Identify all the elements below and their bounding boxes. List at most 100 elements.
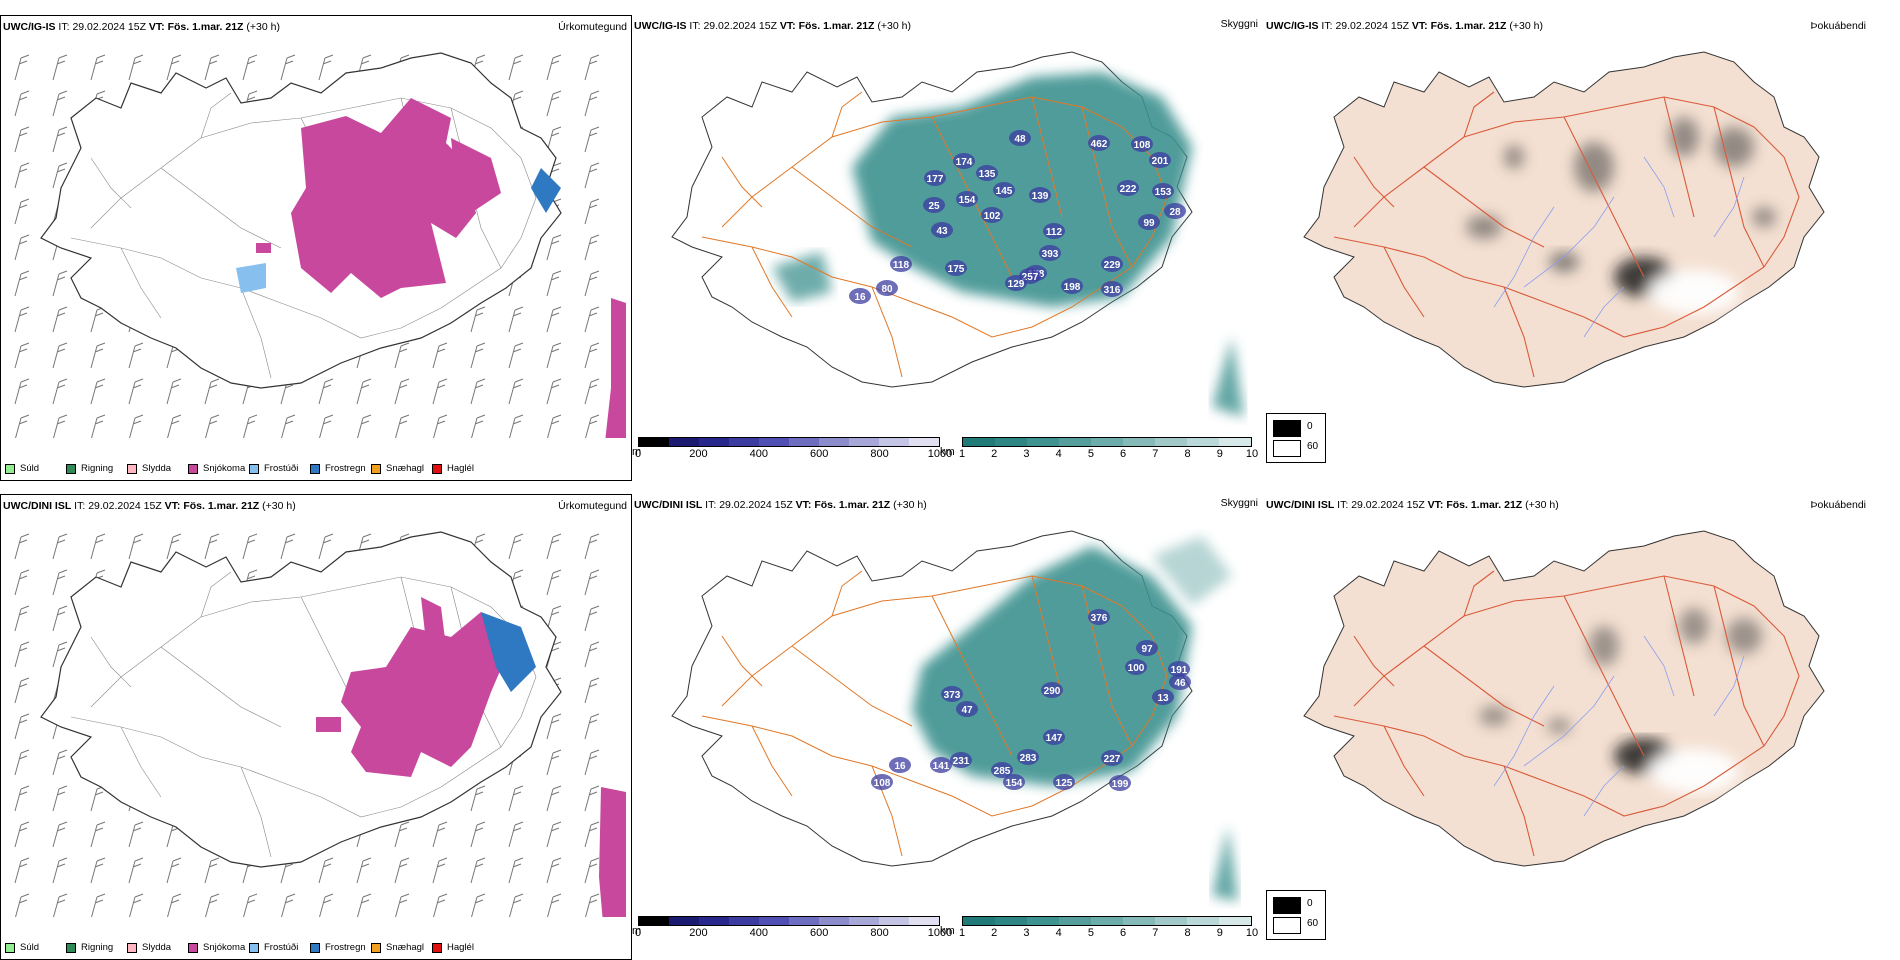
- cloud-base-label: 97: [1141, 644, 1153, 655]
- fog-legend-swatch-1: [1273, 440, 1301, 457]
- colorbar-tick: 1: [958, 927, 966, 939]
- colorbar-cell: [759, 917, 789, 925]
- colorbar-cell: [729, 438, 759, 446]
- cloud-base-blob: [1152, 183, 1174, 199]
- precip-legend-item: Snjókoma: [188, 463, 249, 474]
- cloud-base-blob: [1053, 774, 1075, 790]
- colorbar-cell: [789, 917, 819, 925]
- m-ticks: 0 200 400 600 800 1000: [635, 447, 952, 461]
- panel-title: Skyggni: [1220, 18, 1258, 30]
- legend-swatch: [249, 463, 259, 474]
- cloud-base-label: 145: [996, 186, 1013, 197]
- colorbar-cell: [909, 438, 939, 446]
- cloud-base-blob: [1168, 661, 1190, 677]
- legend-swatch: [127, 942, 137, 953]
- colorbar-tick: 10: [1245, 448, 1259, 460]
- cloud-base-label: 16: [894, 761, 906, 772]
- cloud-base-blob: [976, 165, 998, 181]
- cloud-base-blob: [876, 280, 898, 296]
- colorbar-cell: [639, 438, 669, 446]
- panel-title: Úrkomutegund: [558, 500, 627, 512]
- m-bar: [638, 437, 940, 447]
- cloud-base-label: 393: [1042, 249, 1059, 260]
- cloud-base-blob: [1043, 729, 1065, 745]
- precip-legend-item: Súld: [5, 942, 66, 953]
- colorbar-tick: 2: [991, 448, 998, 460]
- colorbar-tick: 6: [1120, 927, 1127, 939]
- cloud-base-label: 154: [959, 195, 976, 206]
- colorbar-cell: [1091, 438, 1123, 446]
- cloud-base-label: 16: [854, 292, 866, 303]
- cloud-base-blob: [1061, 278, 1083, 294]
- km-bar: [962, 437, 1252, 447]
- panel-header: UWC/IG-IS IT: 29.02.2024 15Z VT: Fös. 1.…: [3, 21, 280, 33]
- cloud-panel-bottom: UWC/DINI ISL IT: 29.02.2024 15Z VT: Fös.…: [632, 494, 1326, 960]
- cloud-base-blob: [1109, 775, 1131, 791]
- cloud-base-blob: [953, 153, 975, 169]
- cloud-base-blob: [1138, 214, 1160, 230]
- cloud-base-label: 257: [1022, 272, 1039, 283]
- legend-swatch: [5, 463, 15, 474]
- cloud-base-blob: [993, 182, 1015, 198]
- colorbar-cell: [849, 917, 879, 925]
- colorbar-cell: [909, 917, 939, 925]
- cloud-base-label: 201: [1152, 156, 1169, 167]
- colorbar-cell: [819, 917, 849, 925]
- colorbar-tick: 1000: [927, 448, 953, 460]
- colorbar-cell: [1059, 917, 1091, 925]
- colorbar-tick: 200: [689, 927, 708, 939]
- cloud-base-label: 141: [933, 761, 950, 772]
- precip-legend-item: Frostregn: [310, 942, 371, 953]
- cloud-base-label: 376: [1091, 613, 1108, 624]
- cloud-base-blob: [1088, 609, 1110, 625]
- colorbar-tick: 1: [958, 448, 966, 460]
- colorbar-cell: [1123, 917, 1155, 925]
- altitude-colorbar: 0 200 400 600 800 1000: [635, 437, 952, 461]
- legend-swatch: [310, 463, 320, 474]
- legend-label: Rigning: [81, 463, 114, 474]
- precip-legend-item: Rigning: [66, 463, 127, 474]
- cloud-base-label: 373: [944, 690, 961, 701]
- colorbar-tick: 0: [634, 927, 642, 939]
- cloud-base-blob: [931, 222, 953, 238]
- fog-legend: 0 60: [1266, 413, 1326, 463]
- panel-header: UWC/IG-IS IT: 29.02.2024 15Z VT: Fös. 1.…: [634, 20, 911, 32]
- visibility-colorbar: 1 2 3 4 5 6 7 8 9 10: [958, 437, 1258, 461]
- colorbar-tick: 600: [810, 927, 829, 939]
- precip-map: [14, 531, 626, 917]
- colorbar-cell: [1155, 438, 1187, 446]
- colorbar-cell: [963, 917, 995, 925]
- cloud-base-label: 175: [948, 264, 965, 275]
- fog-panel-top: UWC/IG-IS IT: 29.02.2024 15Z VT: Fös. 1.…: [1264, 15, 1896, 481]
- legend-label: Snjókoma: [203, 942, 246, 953]
- precip-map: [14, 52, 626, 438]
- colorbar-cell: [849, 438, 879, 446]
- cloud-base-label: 99: [1143, 218, 1155, 229]
- cloud-base-label: 199: [1112, 779, 1129, 790]
- legend-label: Snæhagl: [386, 463, 425, 474]
- cloud-base-label: 283: [1020, 753, 1037, 764]
- cloud-base-blob: [1017, 749, 1039, 765]
- visibility-colorbar: 1 2 3 4 5 6 7 8 9 10: [958, 916, 1258, 940]
- cloud-base-label: 198: [1064, 282, 1081, 293]
- cloud-base-label: 316: [1104, 285, 1121, 296]
- panel-header: UWC/DINI ISL IT: 29.02.2024 15Z VT: Fös.…: [634, 499, 927, 511]
- cloud-base-label: 108: [1134, 140, 1151, 151]
- panel-header: UWC/DINI ISL IT: 29.02.2024 15Z VT: Fös.…: [3, 500, 296, 512]
- cloud-base-blob: [1101, 281, 1123, 297]
- cloud-base-blob: [981, 207, 1003, 223]
- cloud-base-blob: [1009, 130, 1031, 146]
- cloud-base-blob: [923, 197, 945, 213]
- colorbar-cell: [699, 438, 729, 446]
- cloud-base-blob: [1136, 640, 1158, 656]
- colorbar-cell: [879, 917, 909, 925]
- colorbar-tick: 7: [1152, 927, 1159, 939]
- km-unit: km: [940, 446, 955, 458]
- legend-swatch: [5, 942, 15, 953]
- legend-label: Frostregn: [325, 942, 366, 953]
- legend-swatch: [66, 942, 76, 953]
- km-unit: km: [940, 925, 955, 937]
- cloud-base-label: 129: [1008, 279, 1025, 290]
- fog-legend-label-0: 0: [1307, 421, 1313, 432]
